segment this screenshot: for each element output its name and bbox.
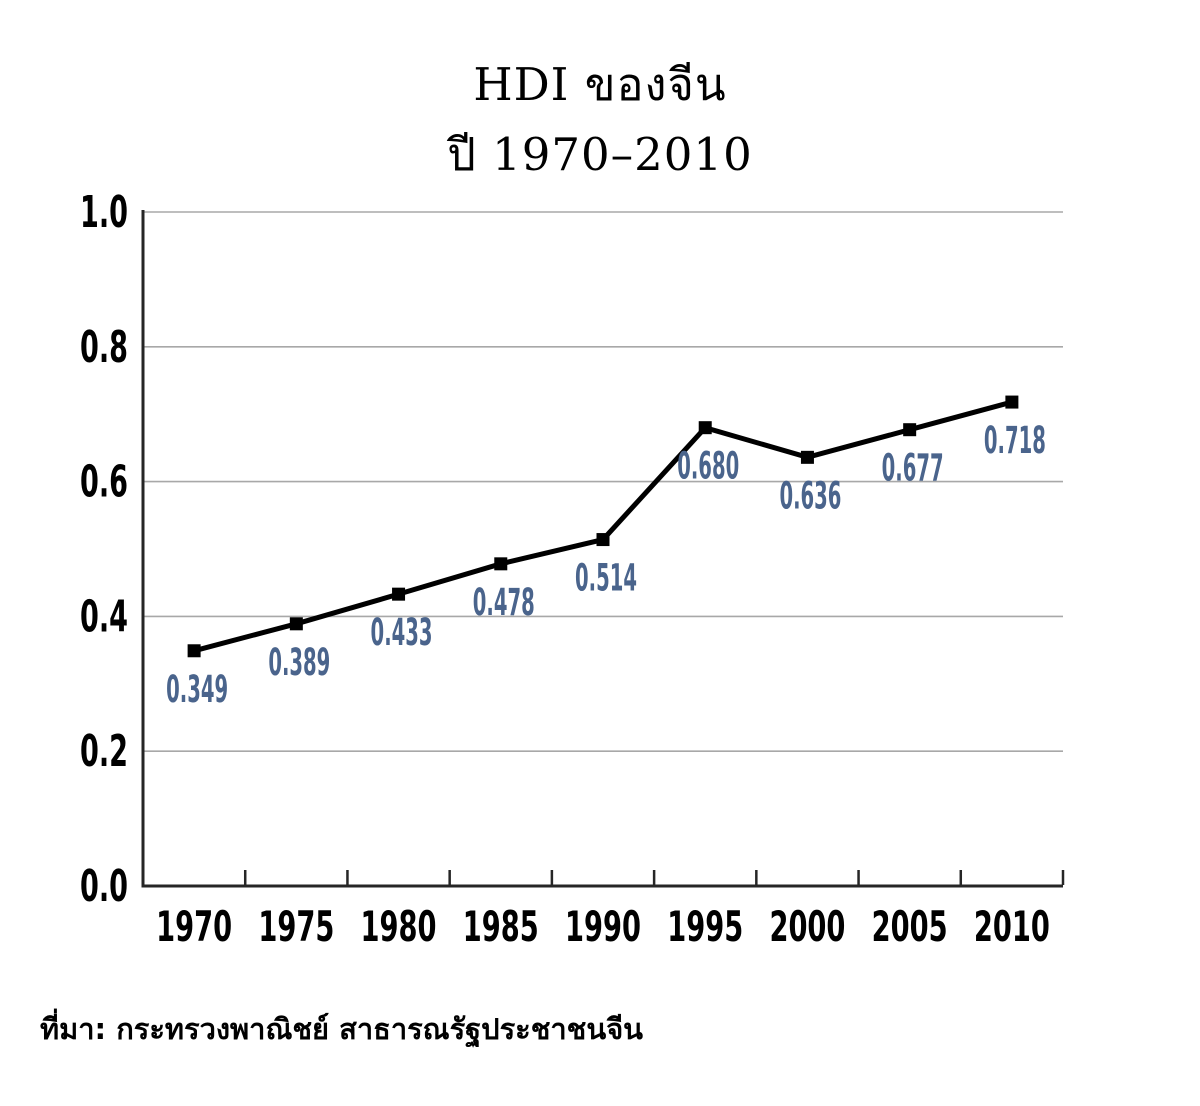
data-point-marker [596, 533, 610, 547]
y-axis-tick-label: 0.0 [80, 861, 128, 912]
data-point-marker [392, 587, 406, 601]
data-point-value-label: 0.680 [677, 445, 739, 488]
data-point-marker [187, 644, 201, 658]
chart-subtitle: ปี 1970–2010 [447, 128, 753, 181]
data-point-marker [1005, 395, 1019, 409]
data-point-marker [698, 421, 712, 435]
data-point-value-label: 0.718 [984, 419, 1046, 462]
source-note: ที่มา: กระทรวงพาณิชย์ สาธารณรัฐประชาชนจี… [40, 1012, 644, 1046]
data-point-value-label: 0.478 [473, 581, 535, 624]
data-point-value-label: 0.636 [779, 474, 841, 517]
x-axis-tick-label: 2000 [769, 902, 845, 951]
x-axis-tick-label: 1995 [667, 902, 743, 951]
x-axis-tick-label: 2005 [872, 902, 948, 951]
data-point-value-label: 0.349 [166, 668, 228, 711]
x-axis-tick-label: 1990 [565, 902, 641, 951]
hdi-series-line [193, 399, 1013, 654]
x-axis-tick-label: 1985 [463, 902, 539, 951]
data-point-value-label: 0.514 [575, 557, 637, 600]
chart-title: HDI ของจีน [473, 58, 727, 111]
data-point-value-label: 0.389 [268, 641, 330, 684]
data-point-marker [903, 423, 917, 437]
data-point-value-label: 0.677 [882, 447, 944, 490]
y-axis-tick-label: 1.0 [80, 187, 128, 238]
y-axis-tick-label: 0.6 [80, 457, 128, 508]
data-point-value-label: 0.433 [371, 611, 433, 654]
y-axis-tick-label: 0.2 [80, 726, 128, 777]
data-point-marker [800, 450, 814, 464]
x-axis-tick-label: 1975 [258, 902, 334, 951]
x-axis-tick-label: 1980 [361, 902, 437, 951]
x-axis-tick-label: 2010 [974, 902, 1050, 951]
data-point-marker [289, 617, 303, 631]
y-axis-tick-label: 0.4 [80, 591, 128, 642]
x-axis-tick-label: 1970 [156, 902, 232, 951]
data-point-marker [494, 557, 508, 571]
y-axis-tick-label: 0.8 [80, 322, 128, 373]
